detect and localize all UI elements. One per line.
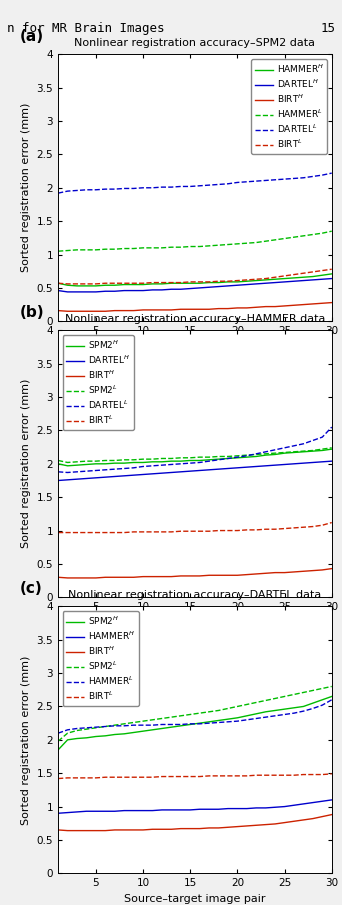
Legend: HAMMER$^H$, DARTEL$^H$, BIRT$^H$, HAMMER$^L$, DARTEL$^L$, BIRT$^L$: HAMMER$^H$, DARTEL$^H$, BIRT$^H$, HAMMER… <box>251 59 327 154</box>
Legend: SPM2$^H$, DARTEL$^H$, BIRT$^H$, SPM2$^L$, DARTEL$^L$, BIRT$^L$: SPM2$^H$, DARTEL$^H$, BIRT$^H$, SPM2$^L$… <box>63 335 134 430</box>
Title: Nonlinear registration accuracy–DARTEL data: Nonlinear registration accuracy–DARTEL d… <box>68 590 321 600</box>
Y-axis label: Sorted registration error (mm): Sorted registration error (mm) <box>21 103 31 272</box>
Text: n for MR Brain Images: n for MR Brain Images <box>7 22 165 35</box>
Text: (b): (b) <box>20 305 44 319</box>
Title: Nonlinear registration accuracy–HAMMER data: Nonlinear registration accuracy–HAMMER d… <box>65 314 325 324</box>
X-axis label: Source–target image pair: Source–target image pair <box>124 618 266 628</box>
Text: (c): (c) <box>20 581 43 595</box>
Legend: SPM2$^H$, HAMMER$^H$, BIRT$^H$, SPM2$^L$, HAMMER$^L$, BIRT$^L$: SPM2$^H$, HAMMER$^H$, BIRT$^H$, SPM2$^L$… <box>63 611 139 706</box>
Text: (a): (a) <box>20 29 44 43</box>
Y-axis label: Sorted registration error (mm): Sorted registration error (mm) <box>21 655 31 824</box>
Y-axis label: Sorted registration error (mm): Sorted registration error (mm) <box>21 379 31 548</box>
X-axis label: Source–target image pair: Source–target image pair <box>124 894 266 904</box>
X-axis label: Source–target image pair: Source–target image pair <box>124 342 266 352</box>
Title: Nonlinear registration accuracy–SPM2 data: Nonlinear registration accuracy–SPM2 dat… <box>75 38 315 48</box>
Text: 15: 15 <box>320 22 335 35</box>
